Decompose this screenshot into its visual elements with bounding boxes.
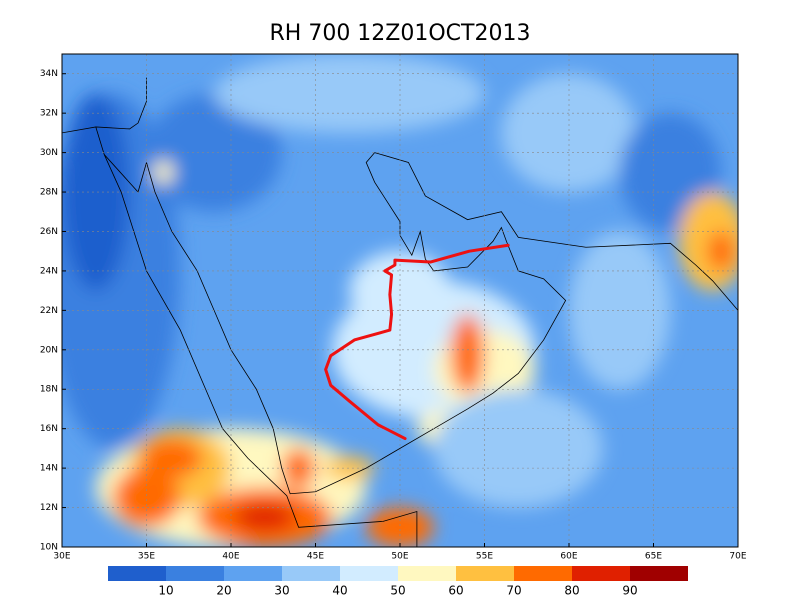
field-blob bbox=[112, 468, 181, 528]
lat-tick-label: 28N bbox=[40, 188, 58, 198]
lon-tick-label: 60E bbox=[560, 552, 577, 562]
lat-tick-label: 18N bbox=[40, 385, 58, 395]
colorbar-label: 50 bbox=[390, 584, 405, 598]
lat-tick-label: 10N bbox=[40, 543, 58, 553]
colorbar-box bbox=[572, 566, 630, 581]
coastline bbox=[374, 152, 738, 311]
lon-tick-label: 50E bbox=[391, 552, 408, 562]
colorbar-box bbox=[224, 566, 282, 581]
lon-tick-label: 35E bbox=[138, 552, 155, 562]
axes: 30E 35E 40E 45E 50E 55E 60E 65E 70E 10N 12N 14N 16N 1… bbox=[40, 69, 747, 561]
lon-tick-label: 45E bbox=[307, 552, 324, 562]
coastline bbox=[146, 152, 567, 495]
lat-tick-label: 24N bbox=[40, 266, 58, 276]
field-blob bbox=[62, 93, 130, 291]
map-title: RH 700 12Z01OCT2013 bbox=[270, 21, 531, 46]
trajectory-line bbox=[324, 243, 510, 441]
rh-field bbox=[62, 54, 738, 547]
colorbar-label: 30 bbox=[274, 584, 289, 598]
lat-tick-label: 14N bbox=[40, 464, 58, 474]
field-blob bbox=[450, 314, 485, 394]
field-blob bbox=[214, 54, 485, 133]
field-blob bbox=[433, 389, 603, 508]
field-blob bbox=[146, 93, 282, 212]
field-blob bbox=[153, 160, 174, 185]
colorbar-box bbox=[166, 566, 224, 581]
colorbar-box bbox=[514, 566, 572, 581]
colorbar-label: 60 bbox=[448, 584, 463, 598]
colorbar-label: 20 bbox=[216, 584, 231, 598]
field-blob bbox=[569, 231, 671, 390]
colorbar-box bbox=[108, 566, 166, 581]
trajectory bbox=[324, 243, 510, 441]
lat-tick-label: 32N bbox=[40, 109, 58, 119]
colorbar-label: 90 bbox=[622, 584, 637, 598]
lat-tick-label: 30N bbox=[40, 148, 58, 158]
colorbar-box bbox=[398, 566, 456, 581]
colorbar-label: 10 bbox=[158, 584, 173, 598]
colorbar-label: 40 bbox=[332, 584, 347, 598]
lat-tick-label: 26N bbox=[40, 227, 58, 237]
field-blob bbox=[366, 507, 434, 547]
lat-tick-label: 12N bbox=[40, 503, 58, 513]
lon-tick-label: 65E bbox=[645, 552, 662, 562]
colorbar-box bbox=[630, 566, 688, 581]
lon-tick-label: 40E bbox=[222, 552, 239, 562]
lat-tick-label: 34N bbox=[40, 69, 58, 79]
lat-tick-label: 22N bbox=[40, 306, 58, 316]
lat-tick-label: 16N bbox=[40, 424, 58, 434]
colorbar-label: 70 bbox=[506, 584, 521, 598]
colorbar: 10 20 30 40 50 60 70 80 90 bbox=[108, 566, 688, 598]
colorbar-label: 80 bbox=[564, 584, 579, 598]
field-blob bbox=[707, 231, 735, 271]
lat-tick-label: 20N bbox=[40, 345, 58, 355]
field-blob bbox=[323, 456, 375, 480]
field-blob bbox=[501, 73, 637, 193]
coastline bbox=[62, 77, 147, 134]
lon-tick-label: 70E bbox=[729, 552, 746, 562]
colorbar-box bbox=[340, 566, 398, 581]
colorbar-box bbox=[282, 566, 340, 581]
lon-tick-label: 55E bbox=[476, 552, 493, 562]
field-blob bbox=[234, 503, 296, 532]
lon-tick-label: 30E bbox=[53, 552, 70, 562]
colorbar-box bbox=[456, 566, 514, 581]
